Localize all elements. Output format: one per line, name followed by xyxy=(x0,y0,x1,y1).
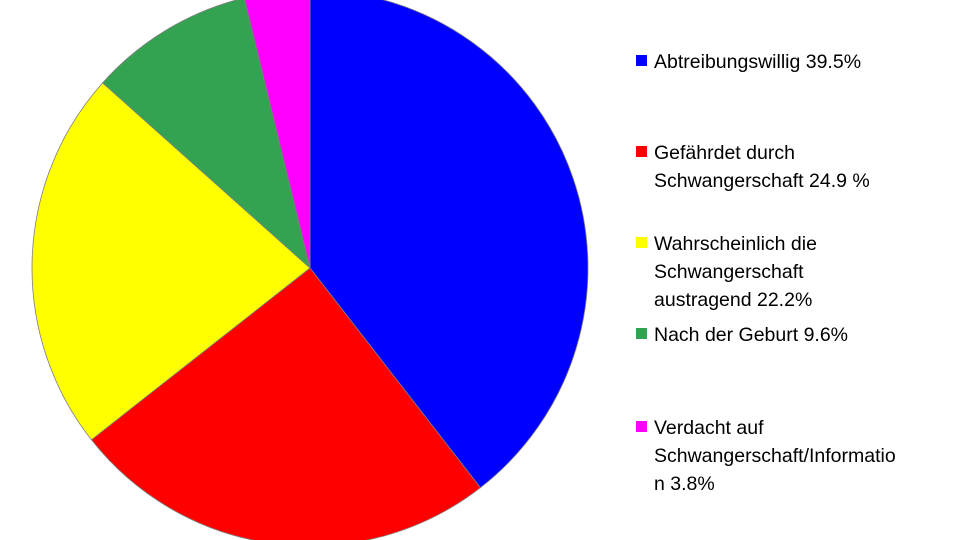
legend-swatch-0 xyxy=(636,55,647,66)
pie-slices xyxy=(31,0,589,540)
legend-swatch-4 xyxy=(636,421,647,432)
legend-label-1: Gefährdet durch Schwangerschaft 24.9 % xyxy=(654,142,870,192)
pie-slice-1 xyxy=(90,267,481,540)
legend-label-2: Wahrscheinlich die Schwangerschaft austr… xyxy=(654,233,817,311)
legend-swatch-3 xyxy=(636,328,647,339)
pie-slice-3 xyxy=(102,0,311,270)
legend-label-3: Nach der Geburt 9.6% xyxy=(654,324,849,346)
legend: Abtreibungswillig 39.5% Gefährdet durch … xyxy=(636,0,960,540)
pie-slice-4 xyxy=(244,0,311,269)
legend-swatch-2 xyxy=(636,237,647,248)
legend-label-0: Abtreibungswillig 39.5% xyxy=(654,51,862,73)
legend-swatch-1 xyxy=(636,146,647,157)
pie-slice-2 xyxy=(31,82,311,441)
pie-slice-0 xyxy=(309,0,589,489)
legend-label-4: Verdacht auf Schwangerschaft/Informatio … xyxy=(654,417,896,495)
